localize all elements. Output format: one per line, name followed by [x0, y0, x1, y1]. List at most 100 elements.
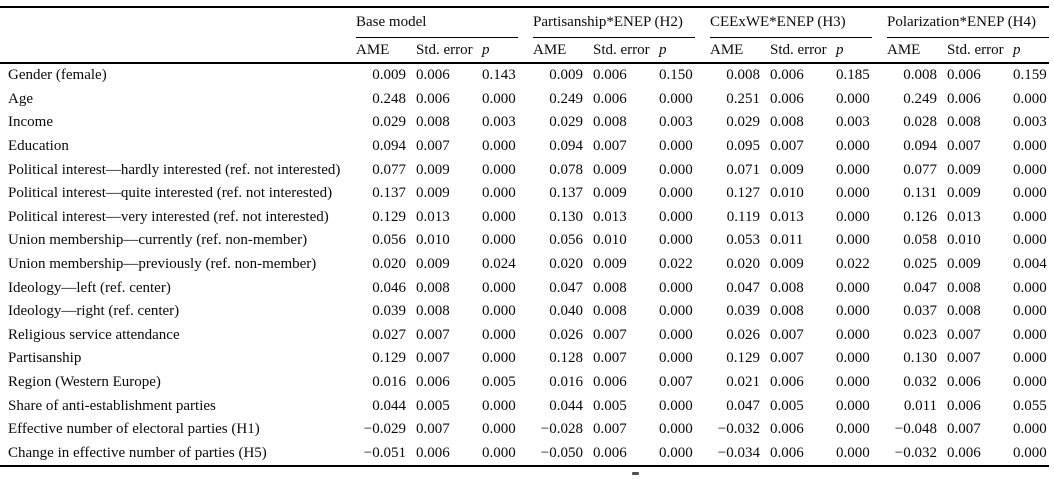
subheader-std-error: Std. error — [583, 37, 655, 64]
cropped-glyph-fragment — [632, 472, 639, 475]
column-gap — [695, 418, 710, 442]
column-gap — [872, 158, 887, 182]
cell-p: 0.000 — [1013, 208, 1047, 225]
cell-p: 0.000 — [836, 90, 870, 107]
cell-ame: 0.137 — [372, 185, 406, 202]
column-gap — [872, 206, 887, 230]
cell-ame: 0.046 — [372, 279, 406, 296]
cell-std-error: 0.009 — [770, 161, 804, 178]
cell-std-error: 0.007 — [770, 350, 804, 367]
table-row: Age 0.248 0.006 0.000 0.249 0.006 0.000 … — [0, 88, 1049, 112]
column-gap — [695, 206, 710, 230]
cell-ame: 0.094 — [549, 138, 583, 155]
cell-std-error: 0.009 — [947, 256, 981, 273]
cell-p: 0.000 — [836, 374, 870, 391]
cell-std-error: 0.007 — [593, 350, 627, 367]
cell-p: 0.000 — [659, 279, 693, 296]
cell-ame: −0.034 — [717, 444, 760, 461]
cell-std-error: 0.007 — [593, 326, 627, 343]
column-gap — [872, 442, 887, 467]
cell-ame: 0.129 — [372, 208, 406, 225]
column-gap — [872, 253, 887, 277]
cell-std-error: 0.007 — [593, 138, 627, 155]
cell-std-error: 0.008 — [770, 114, 804, 131]
cell-ame: 0.053 — [726, 232, 760, 249]
column-gap — [518, 37, 533, 64]
cell-ame: 0.131 — [903, 185, 938, 202]
model-groups-header-row: Base model Partisanship*ENEP (H2) CEExWE… — [0, 7, 1050, 38]
cell-ame: 0.044 — [372, 397, 406, 414]
column-gap — [872, 347, 887, 371]
cell-p: 0.000 — [659, 138, 693, 155]
column-gap — [695, 371, 710, 395]
cell-std-error: 0.006 — [947, 397, 981, 414]
cell-std-error: 0.008 — [947, 114, 981, 131]
column-gap — [518, 394, 533, 418]
cell-std-error: 0.010 — [416, 232, 450, 249]
cell-p: 0.000 — [836, 397, 870, 414]
cell-std-error: 0.006 — [947, 67, 981, 84]
cell-ame: 0.047 — [726, 279, 760, 296]
cell-p: 0.000 — [836, 444, 870, 461]
cell-p: 0.000 — [659, 232, 693, 249]
cell-p: 0.000 — [482, 208, 516, 225]
row-label: Ideology—left (ref. center) — [8, 279, 171, 296]
cell-ame: 0.009 — [372, 67, 406, 84]
column-gap — [695, 111, 710, 135]
column-gap — [695, 394, 710, 418]
cell-p: 0.000 — [659, 303, 693, 320]
column-gap — [518, 347, 533, 371]
cell-p: 0.000 — [1013, 138, 1047, 155]
group-header-base-model: Base model — [356, 7, 518, 38]
subheader-std-error: Std. error — [760, 37, 832, 64]
column-gap — [518, 371, 533, 395]
cell-std-error: 0.007 — [947, 326, 981, 343]
cell-ame: 0.137 — [549, 185, 583, 202]
table-row: Union membership—currently (ref. non-mem… — [0, 229, 1049, 253]
row-label: Effective number of electoral parties (H… — [8, 421, 260, 438]
cell-std-error: 0.006 — [416, 67, 450, 84]
cell-ame: 0.011 — [903, 397, 938, 414]
cell-p: 0.003 — [836, 114, 870, 131]
cell-std-error: 0.006 — [416, 444, 450, 461]
column-gap — [518, 442, 533, 467]
cell-p: 0.000 — [836, 208, 870, 225]
subheader-ame: AME — [533, 37, 583, 64]
cell-ame: −0.029 — [363, 421, 406, 438]
column-gap — [695, 276, 710, 300]
cell-std-error: 0.009 — [593, 256, 627, 273]
cell-ame: 0.039 — [372, 303, 406, 320]
column-gap — [518, 229, 533, 253]
cell-ame: 0.020 — [726, 256, 760, 273]
cell-std-error: 0.008 — [770, 303, 804, 320]
cell-p: 0.150 — [659, 67, 693, 84]
cell-ame: 0.095 — [726, 138, 760, 155]
cell-std-error: 0.009 — [593, 161, 627, 178]
subheader-p: p — [655, 37, 695, 64]
cell-ame: 0.026 — [549, 326, 583, 343]
cell-p: 0.000 — [482, 279, 516, 296]
cell-p: 0.000 — [1013, 90, 1047, 107]
cell-std-error: 0.006 — [593, 444, 627, 461]
table-row: Ideology—right (ref. center) 0.039 0.008… — [0, 300, 1049, 324]
column-gap — [518, 63, 533, 88]
column-gap — [695, 63, 710, 88]
cell-ame: 0.008 — [726, 67, 760, 84]
cell-ame: 0.020 — [372, 256, 406, 273]
cell-ame: 0.029 — [726, 114, 760, 131]
cell-ame: 0.119 — [726, 208, 760, 225]
cell-std-error: 0.008 — [416, 303, 450, 320]
row-label: Age — [8, 90, 33, 107]
row-label: Political interest—hardly interested (re… — [8, 161, 341, 178]
column-gap — [695, 158, 710, 182]
table-row: Political interest—hardly interested (re… — [0, 158, 1049, 182]
cell-p: 0.159 — [1013, 67, 1047, 84]
cell-ame: −0.050 — [540, 444, 583, 461]
cell-ame: 0.077 — [372, 161, 406, 178]
cell-std-error: 0.008 — [416, 279, 450, 296]
cell-p: 0.000 — [482, 90, 516, 107]
cell-p: 0.000 — [482, 138, 516, 155]
column-gap — [695, 7, 710, 38]
row-label: Partisanship — [8, 350, 82, 367]
